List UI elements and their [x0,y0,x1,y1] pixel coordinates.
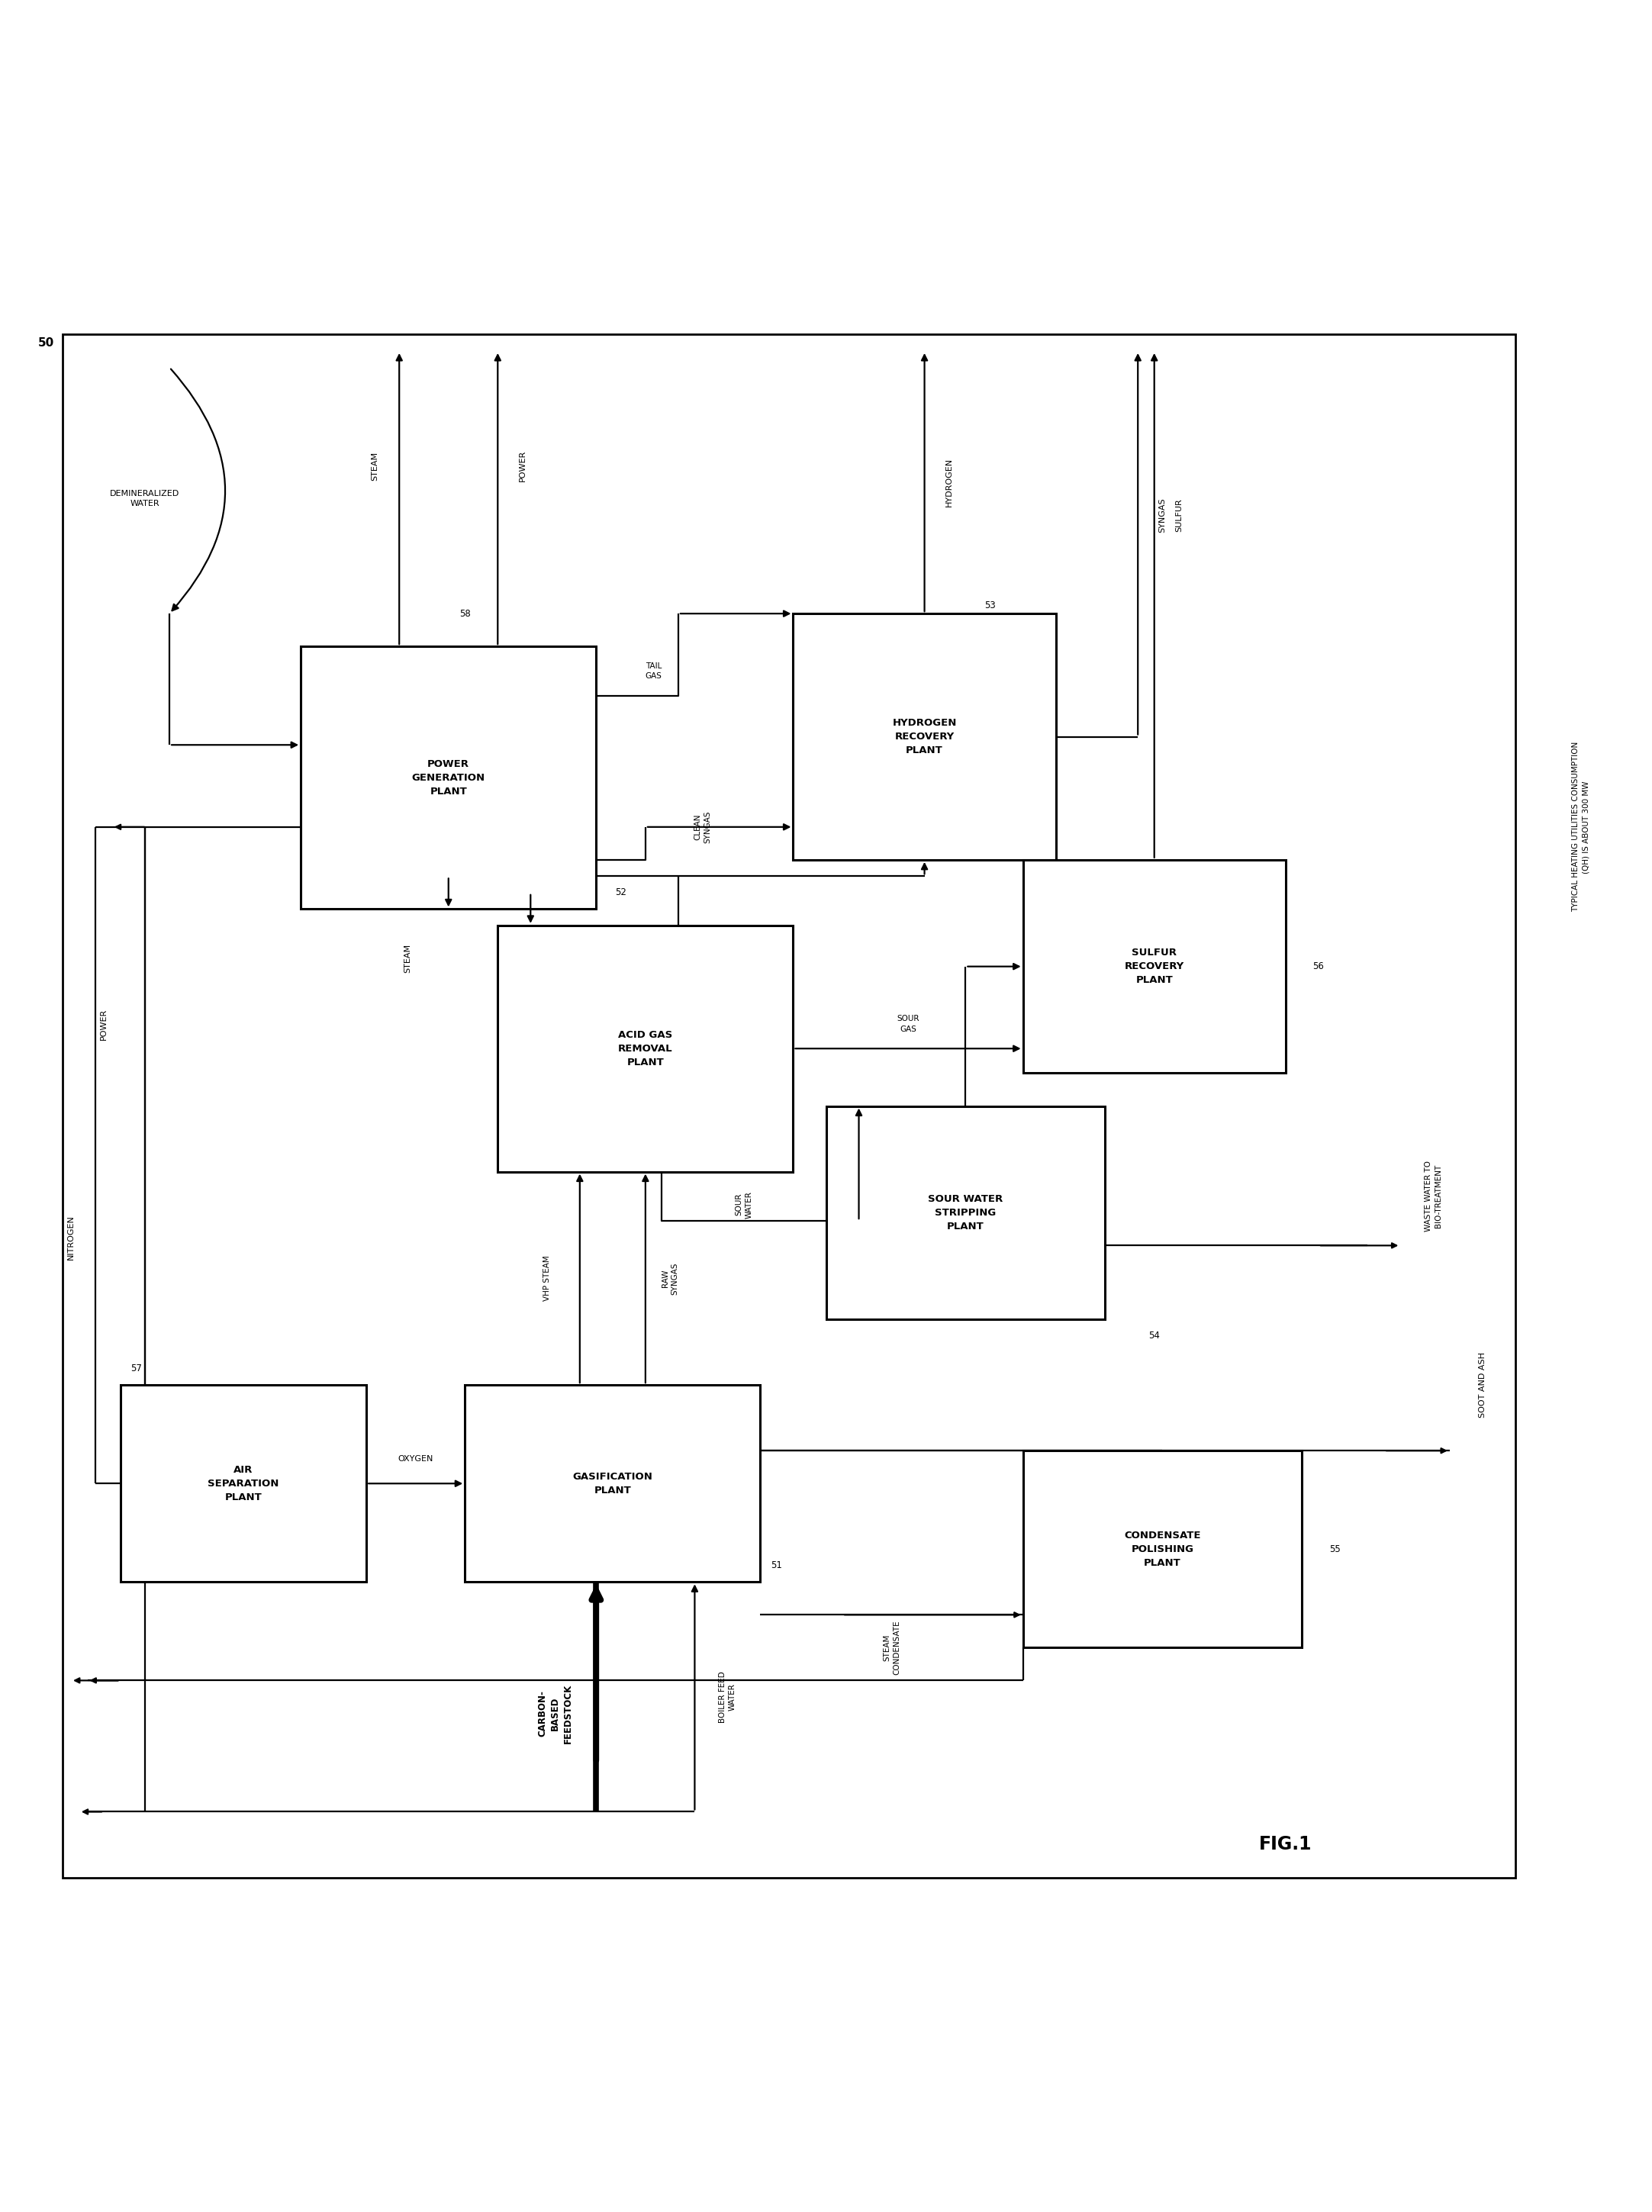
Text: SULFUR
RECOVERY
PLANT: SULFUR RECOVERY PLANT [1125,947,1184,984]
Text: HYDROGEN: HYDROGEN [945,458,953,507]
Text: 54: 54 [1148,1332,1160,1340]
Text: SOUR
WATER: SOUR WATER [735,1190,753,1219]
Text: 55: 55 [1330,1544,1340,1555]
Text: VHP STEAM: VHP STEAM [544,1256,550,1301]
Text: NITROGEN: NITROGEN [68,1214,74,1261]
Text: SYNGAS: SYNGAS [1158,498,1166,533]
Bar [1023,1451,1302,1648]
Text: CLEAN
SYNGAS: CLEAN SYNGAS [694,812,712,843]
Text: TYPICAL HEATING UTILITIES CONSUMPTION
(QH) IS ABOUT 300 MW: TYPICAL HEATING UTILITIES CONSUMPTION (Q… [1573,741,1589,911]
Text: RAW
SYNGAS: RAW SYNGAS [661,1263,679,1294]
Text: FIG.1: FIG.1 [1259,1836,1312,1854]
Text: POWER: POWER [101,1009,107,1040]
Text: POWER
GENERATION
PLANT: POWER GENERATION PLANT [411,759,486,796]
Text: WASTE WATER TO
BIO-TREATMENT: WASTE WATER TO BIO-TREATMENT [1424,1161,1442,1232]
Text: TAIL
GAS: TAIL GAS [646,661,662,679]
Text: OXYGEN: OXYGEN [398,1455,433,1462]
Text: 53: 53 [985,599,996,611]
Text: SULFUR: SULFUR [1175,498,1183,531]
Text: SOOT AND ASH: SOOT AND ASH [1479,1352,1487,1418]
Text: 50: 50 [38,336,55,349]
Text: STEAM: STEAM [370,451,378,480]
FancyArrowPatch shape [170,369,225,611]
Bar [464,1385,760,1582]
Text: POWER: POWER [519,449,525,482]
Bar [63,334,1515,1878]
Text: STEAM
CONDENSATE: STEAM CONDENSATE [882,1621,900,1674]
Text: BOILER FEED
WATER: BOILER FEED WATER [719,1670,737,1723]
Bar [793,613,1056,860]
Text: 57: 57 [131,1363,142,1374]
Text: 56: 56 [1313,962,1325,971]
Text: 51: 51 [771,1562,783,1571]
Text: SOUR
GAS: SOUR GAS [897,1015,919,1033]
Bar [497,925,793,1172]
Text: HYDROGEN
RECOVERY
PLANT: HYDROGEN RECOVERY PLANT [892,719,957,754]
Text: CONDENSATE
POLISHING
PLANT: CONDENSATE POLISHING PLANT [1123,1531,1201,1568]
Bar [121,1385,367,1582]
Bar [826,1106,1105,1318]
Text: AIR
SEPARATION
PLANT: AIR SEPARATION PLANT [208,1464,279,1502]
Text: 52: 52 [615,887,626,898]
Text: CARBON-
BASED
FEEDSTOCK: CARBON- BASED FEEDSTOCK [537,1683,573,1743]
Bar [301,646,596,909]
Text: 58: 58 [459,608,471,619]
Text: ACID GAS
REMOVAL
PLANT: ACID GAS REMOVAL PLANT [618,1031,672,1066]
Text: DEMINERALIZED
WATER: DEMINERALIZED WATER [111,489,180,507]
Bar [1023,860,1285,1073]
Text: GASIFICATION
PLANT: GASIFICATION PLANT [573,1471,653,1495]
Text: STEAM: STEAM [403,945,411,973]
Text: SOUR WATER
STRIPPING
PLANT: SOUR WATER STRIPPING PLANT [928,1194,1003,1232]
